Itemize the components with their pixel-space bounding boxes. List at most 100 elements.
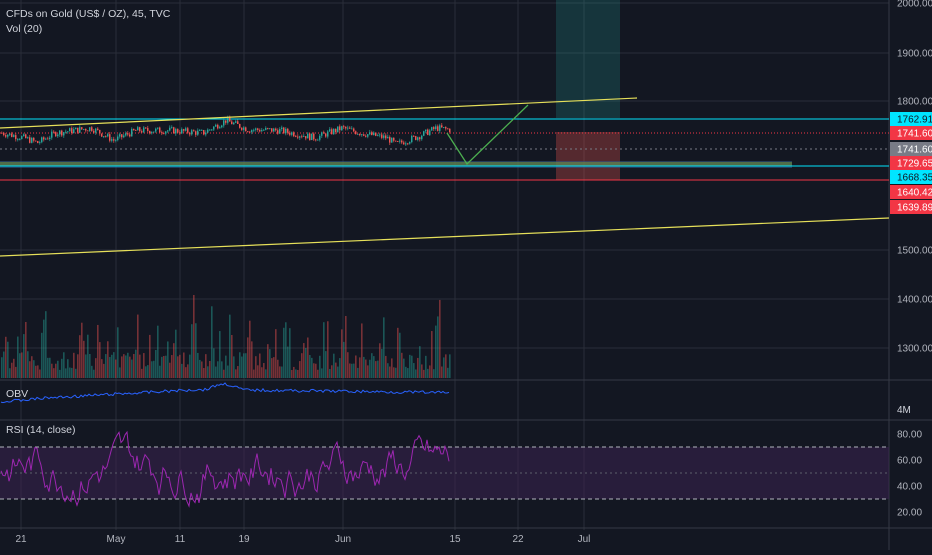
price-tag-label: 1668.35 — [897, 173, 932, 184]
volume-bar-124 — [249, 320, 251, 378]
candle-body-107 — [215, 124, 217, 127]
forecast-path — [446, 104, 529, 166]
candle-body-13 — [27, 137, 29, 139]
volume-bar-174 — [349, 363, 351, 378]
volume-bar-114 — [229, 314, 231, 378]
candle-body-2 — [5, 135, 7, 137]
candle-body-114 — [229, 117, 231, 122]
candle-body-100 — [201, 130, 203, 131]
candle-body-25 — [51, 131, 53, 138]
candle-body-221 — [443, 127, 445, 128]
volume-bar-120 — [241, 356, 243, 378]
candle-body-57 — [115, 140, 117, 141]
candle-body-157 — [315, 139, 317, 141]
volume-bar-203 — [407, 368, 409, 378]
volume-bar-154 — [309, 354, 311, 378]
volume-bar-90 — [181, 363, 183, 378]
candle-body-116 — [233, 122, 235, 125]
candle-body-64 — [129, 134, 131, 137]
volume-bar-111 — [223, 369, 225, 378]
candle-body-113 — [227, 117, 229, 123]
candle-body-11 — [23, 134, 25, 137]
candle-body-54 — [109, 134, 111, 141]
volume-bar-28 — [57, 360, 59, 378]
volume-bar-201 — [403, 358, 405, 378]
volume-bar-185 — [371, 353, 373, 378]
candle-body-127 — [255, 128, 257, 130]
volume-bar-17 — [35, 365, 37, 378]
candle-body-147 — [295, 136, 297, 137]
volume-bar-60 — [121, 356, 123, 378]
candle-body-15 — [31, 137, 33, 143]
candle-body-132 — [265, 128, 267, 130]
volume-bar-208 — [417, 357, 419, 378]
candle-body-161 — [323, 132, 325, 134]
volume-bar-99 — [199, 359, 201, 378]
volume-bar-177 — [355, 355, 357, 378]
volume-bar-187 — [375, 361, 377, 378]
candle-body-182 — [365, 135, 367, 137]
volume-bar-22 — [45, 311, 47, 378]
volume-bar-155 — [311, 357, 313, 378]
candle-body-52 — [105, 136, 107, 137]
volume-bar-213 — [427, 368, 429, 378]
volume-bar-2 — [5, 336, 7, 378]
volume-bar-179 — [359, 357, 361, 378]
price-tag-label: 1640.42 — [897, 188, 932, 199]
candle-body-117 — [235, 121, 237, 123]
volume-bar-105 — [211, 306, 213, 378]
volume-bar-219 — [439, 299, 441, 378]
candle-body-210 — [421, 135, 423, 140]
volume-bar-115 — [231, 335, 233, 378]
candle-body-151 — [303, 136, 305, 137]
candle-body-188 — [377, 135, 379, 136]
position-zones — [0, 0, 792, 180]
candle-body-110 — [221, 125, 223, 128]
volume-bar-92 — [185, 367, 187, 378]
volume-bar-69 — [139, 354, 141, 378]
candle-body-74 — [149, 130, 151, 134]
volume-bar-159 — [319, 355, 321, 378]
volume-bar-40 — [81, 322, 83, 378]
candle-body-195 — [391, 137, 393, 143]
candle-body-190 — [381, 134, 383, 138]
candle-body-126 — [253, 129, 255, 131]
candle-body-32 — [65, 131, 67, 133]
obv-axis-label: 4M — [897, 405, 911, 416]
candle-body-172 — [345, 126, 347, 129]
candle-body-92 — [185, 128, 187, 131]
candle-body-28 — [57, 134, 59, 137]
volume-bar-3 — [7, 341, 9, 378]
candle-body-41 — [83, 129, 85, 130]
volume-bar-183 — [367, 365, 369, 378]
volume-bar-176 — [353, 363, 355, 378]
volume-bar-66 — [133, 353, 135, 378]
volume-bar-107 — [215, 366, 217, 378]
candle-body-144 — [289, 132, 291, 135]
volume-bar-14 — [29, 361, 31, 378]
candle-body-23 — [47, 138, 49, 140]
candle-body-158 — [317, 139, 319, 141]
volume-bar-96 — [193, 294, 195, 378]
candle-body-175 — [351, 128, 353, 130]
candle-body-213 — [427, 129, 429, 135]
candle-body-137 — [275, 128, 277, 131]
volume-bar-210 — [421, 364, 423, 378]
candle-body-84 — [169, 127, 171, 131]
candle-body-5 — [11, 133, 13, 137]
volume-bar-27 — [55, 363, 57, 378]
candle-body-189 — [379, 134, 381, 136]
candle-body-112 — [225, 120, 227, 123]
candle-body-169 — [339, 126, 341, 131]
candle-body-22 — [45, 138, 47, 140]
candle-body-51 — [103, 136, 105, 137]
candle-body-170 — [341, 126, 343, 131]
candle-body-46 — [93, 130, 95, 133]
volume-bar-146 — [293, 366, 295, 378]
candle-body-130 — [261, 130, 263, 132]
candle-body-135 — [271, 128, 273, 132]
volume-bar-65 — [131, 359, 133, 378]
price-tick-label: 1300.00 — [897, 344, 932, 355]
